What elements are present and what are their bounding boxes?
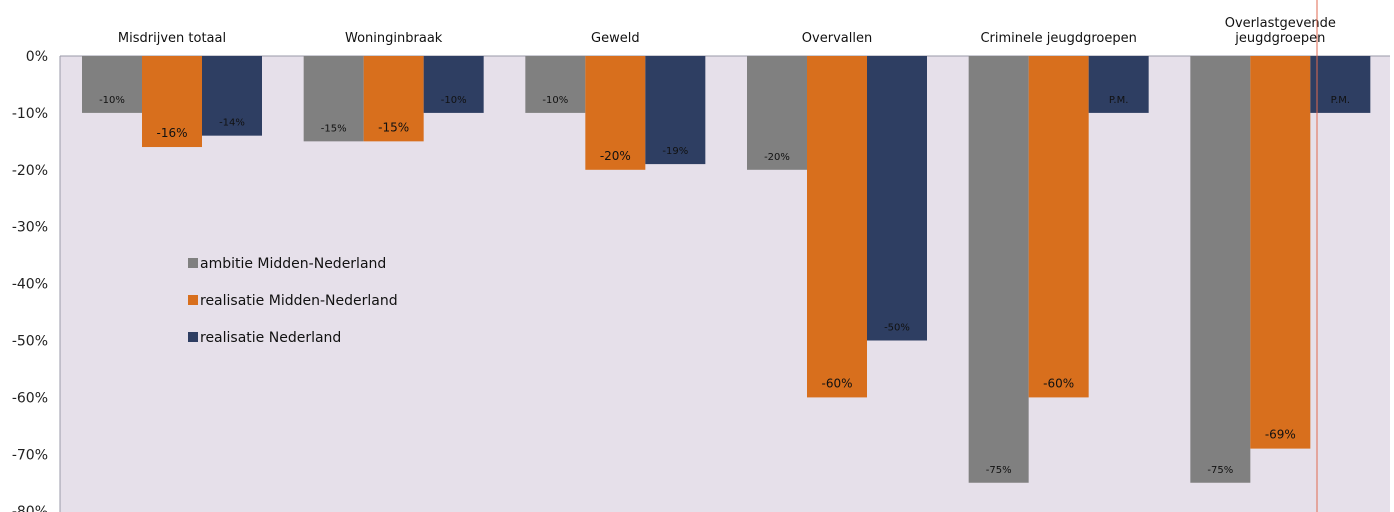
y-tick-label: -30%: [12, 220, 48, 236]
bars: [82, 56, 1371, 483]
bar-value-label: -10%: [441, 95, 467, 106]
y-tick-labels: 0% -10% -20% -30% -40% -50% -60% -70% -80%: [12, 49, 48, 512]
category-label: Misdrijven totaal: [118, 31, 226, 46]
bar-value-label: -20%: [764, 152, 790, 163]
category-label: Criminele jeugdgroepen: [980, 31, 1136, 46]
legend-swatch: [188, 295, 198, 305]
legend-entry-label: realisatie Midden-Nederland: [200, 293, 398, 309]
bar-0-0: [82, 56, 142, 113]
bar-1-4: [1028, 56, 1089, 398]
bar-1-5: [1250, 56, 1311, 449]
bar-value-label: -50%: [884, 323, 910, 334]
bar-1-1: [363, 56, 424, 142]
category-label: Geweld: [591, 31, 640, 46]
y-tick-label: -60%: [12, 390, 48, 406]
bar-value-label: -10%: [542, 95, 568, 106]
bar-value-label: -75%: [1207, 465, 1233, 476]
bar-1-3: [807, 56, 867, 398]
bar-value-label: -15%: [321, 123, 347, 134]
bar-value-label: -16%: [156, 126, 187, 140]
y-tick-label: -20%: [12, 163, 48, 179]
legend-entry-label: ambitie Midden-Nederland: [200, 256, 386, 272]
bar-value-label: -20%: [600, 149, 631, 163]
bar-value-label: -14%: [219, 118, 245, 129]
legend: ambitie Midden-Nederland realisatie Midde…: [188, 256, 398, 346]
bar-value-label: -69%: [1265, 428, 1296, 442]
category-label: Overlastgevende jeugdgroepen: [1225, 16, 1336, 46]
bar-0-3: [747, 56, 807, 170]
bar-0-4: [968, 56, 1029, 483]
legend-swatch: [188, 332, 198, 342]
bar-1-2: [585, 56, 646, 170]
bar-2-1: [423, 56, 484, 113]
bar-0-5: [1190, 56, 1251, 483]
bar-value-label: -60%: [1043, 376, 1074, 390]
bar-2-3: [867, 56, 927, 341]
bar-value-label: -10%: [99, 95, 125, 106]
bar-2-0: [202, 56, 262, 136]
y-tick-label: -70%: [12, 447, 48, 463]
bar-1-0: [142, 56, 202, 148]
bar-labels: -10% -16% -14% -15% -15% -10% -10% -20% -19% -20%…: [99, 95, 1350, 476]
y-tick-label: -80%: [12, 504, 48, 512]
bar-2-2: [645, 56, 706, 165]
bar-value-label: -15%: [378, 120, 409, 134]
legend-swatch: [188, 258, 198, 268]
category-label: Woninginbraak: [345, 31, 443, 46]
y-tick-label: -40%: [12, 277, 48, 293]
bar-2-5: [1310, 56, 1371, 113]
y-tick-label: -10%: [12, 106, 48, 122]
legend-entry-label: realisatie Nederland: [200, 330, 341, 346]
bar-value-label: -19%: [662, 146, 688, 157]
bar-value-label: -75%: [986, 465, 1012, 476]
category-labels: Misdrijven totaal Woninginbraak Geweld Over…: [118, 16, 1336, 46]
bar-value-label: -60%: [821, 376, 852, 390]
bar-value-label: P.M.: [1331, 95, 1350, 106]
bar-2-4: [1088, 56, 1149, 113]
y-tick-label: -50%: [12, 334, 48, 350]
bar-0-1: [303, 56, 364, 142]
category-label: Overvallen: [802, 31, 872, 46]
plot-area: [60, 56, 1390, 512]
y-tick-label: 0%: [26, 49, 48, 65]
bar-0-2: [525, 56, 586, 113]
bar-value-label: P.M.: [1109, 95, 1128, 106]
